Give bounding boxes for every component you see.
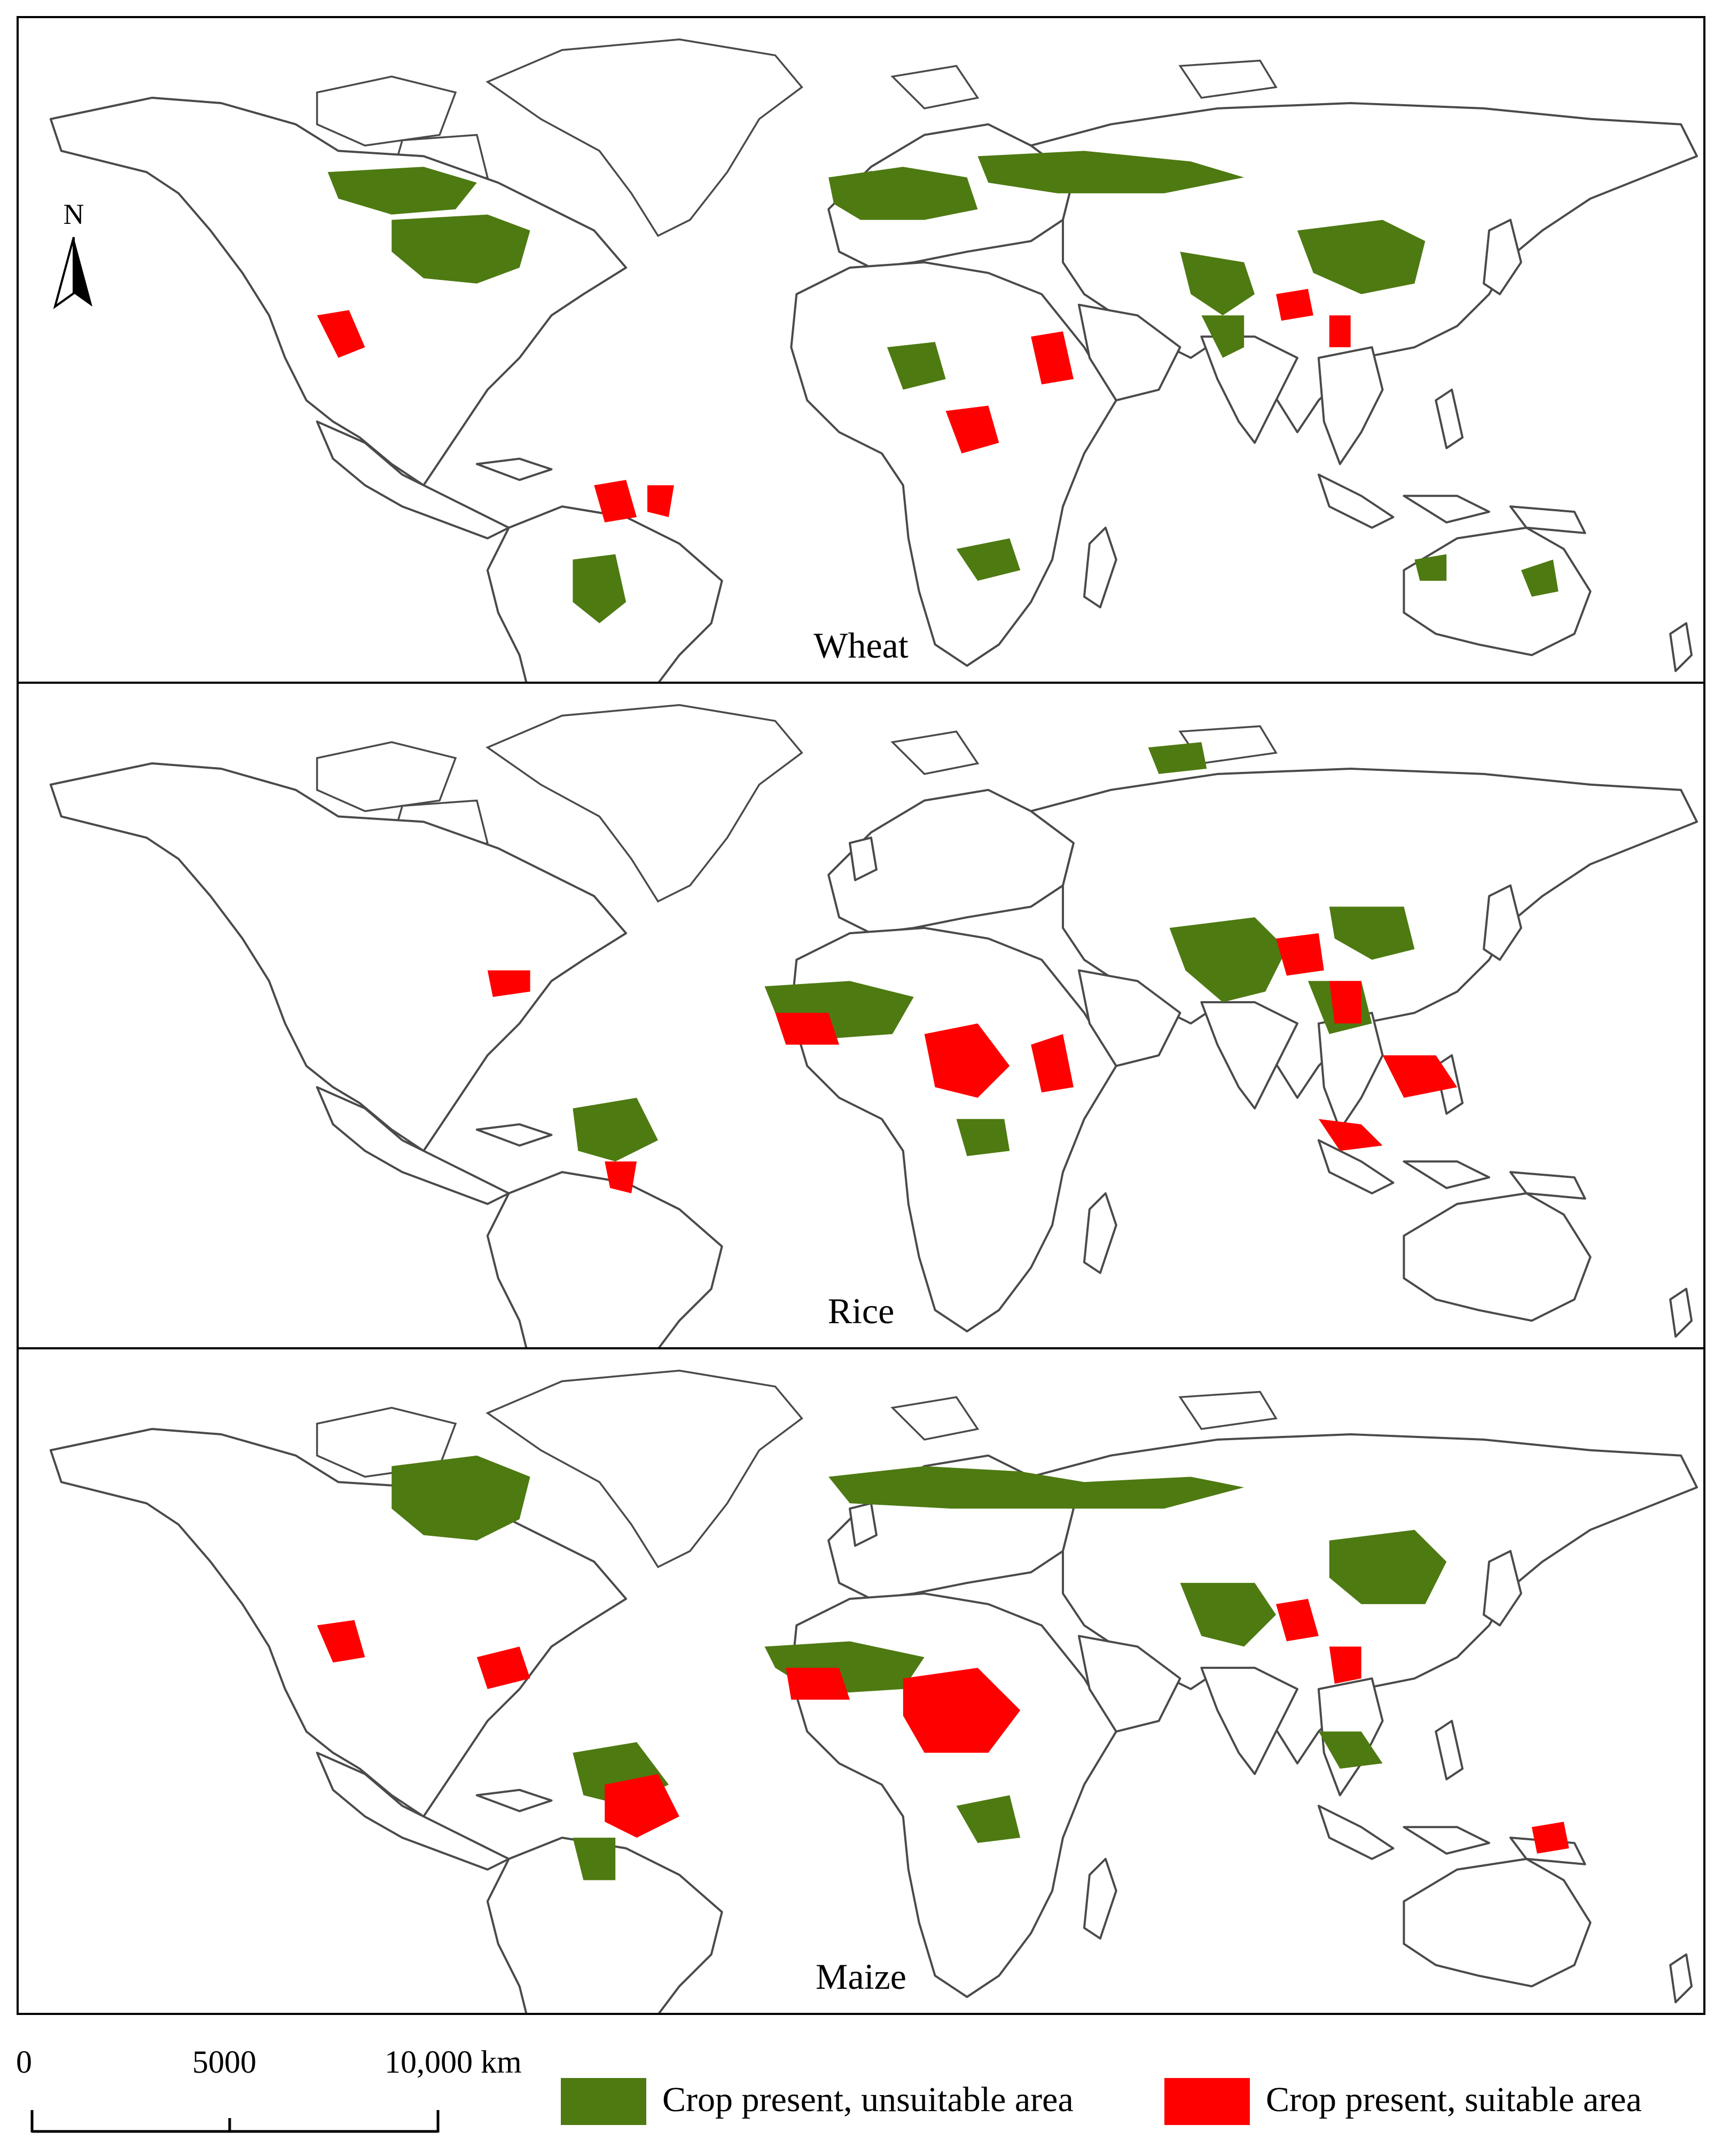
world-map-maize: [49, 1369, 1698, 2013]
map-panel-rice: Rice: [17, 682, 1705, 1349]
world-map-wheat: [49, 38, 1698, 682]
legend-swatch-suitable: [1164, 2078, 1250, 2125]
legend-label-unsuitable: Crop present, unsuitable area: [662, 2080, 1074, 2119]
scale-bar-line: [30, 2110, 440, 2133]
scale-label-0: 0: [16, 2044, 32, 2080]
scale-label-10000: 10,000 km: [385, 2044, 522, 2080]
north-arrow-letter: N: [63, 198, 84, 230]
panel-title-maize: Maize: [816, 1956, 906, 1997]
legend-swatch-unsuitable: [561, 2078, 646, 2125]
scale-bar: 0 5000 10,000 km: [16, 2046, 561, 2142]
world-map-rice: [49, 704, 1698, 1347]
legend-label-suitable: Crop present, suitable area: [1266, 2080, 1642, 2119]
scale-label-5000: 5000: [192, 2044, 256, 2080]
north-arrow: N: [50, 200, 98, 317]
panel-title-rice: Rice: [827, 1291, 895, 1331]
map-panel-wheat: Wheat N: [17, 16, 1705, 684]
map-panel-maize: Maize: [17, 1347, 1705, 2015]
north-arrow-icon: [53, 237, 92, 309]
panel-title-wheat: Wheat: [813, 625, 909, 666]
